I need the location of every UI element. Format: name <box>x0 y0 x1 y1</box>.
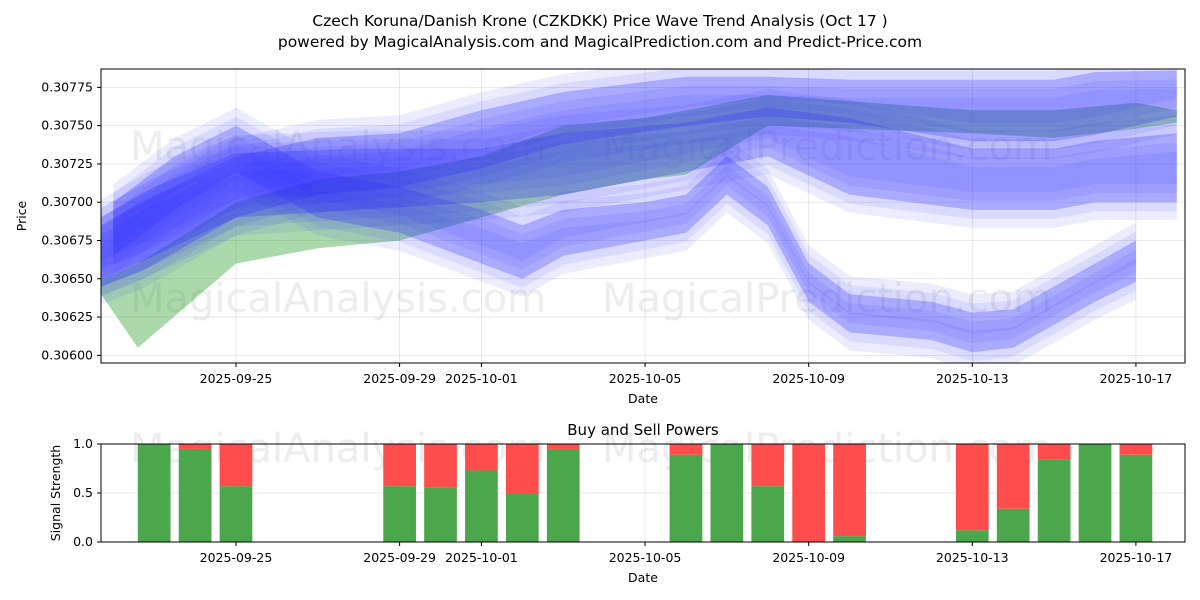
signal-x-tick-label: 2025-10-05 <box>609 550 682 565</box>
wave-band-2-ghost <box>101 89 1177 261</box>
price-x-tick-label: 2025-10-09 <box>772 371 845 386</box>
buy-bar-2025-09-23 <box>137 444 171 542</box>
price-y-tick-label: 0.30775 <box>41 79 93 94</box>
wave-band-1-ghost <box>101 69 1177 278</box>
watermark-prediction-top: MagicalPrediction.com <box>602 124 1052 170</box>
price-y-tick-label: 0.30625 <box>41 309 93 324</box>
price-y-tick-label: 0.30725 <box>41 156 93 171</box>
price-chart-frame <box>100 68 1186 364</box>
signal-bars <box>137 444 1153 542</box>
buy-bar-2025-10-10 <box>833 536 866 542</box>
buy-bar-2025-09-24 <box>178 448 212 542</box>
price-x-tick-label: 2025-09-29 <box>363 371 436 386</box>
buy-bar-2025-10-02 <box>505 493 539 542</box>
wave-band-3-ghost <box>113 116 1136 344</box>
wave-band-2 <box>101 107 1177 279</box>
price-x-tick-label: 2025-10-05 <box>609 371 682 386</box>
buy-bar-2025-10-13 <box>955 530 989 542</box>
sell-bar-2025-10-02 <box>505 444 539 493</box>
price-x-label: Date <box>628 391 658 406</box>
wave-band-3 <box>113 125 1136 353</box>
sell-bar-2025-10-13 <box>955 444 989 531</box>
signal-x-ticks: 2025-09-25 2025-09-29 2025-10-01 2025-10-05… <box>200 542 1173 565</box>
price-y-label: Price <box>14 200 29 231</box>
signal-chart-title: Buy and Sell Powers <box>567 421 719 439</box>
buy-bar-2025-10-07 <box>710 444 744 542</box>
buy-bar-2025-10-08 <box>751 486 785 542</box>
price-y-tick-label: 0.30750 <box>41 118 93 133</box>
price-y-tick-label: 0.30650 <box>41 271 93 286</box>
chart-title-line2: powered by MagicalAnalysis.com and Magic… <box>278 33 922 51</box>
signal-y-tick-label: 0.0 <box>73 534 93 549</box>
watermark-analysis-top: MagicalAnalysis.com <box>130 124 546 170</box>
sell-bar-2025-09-24 <box>178 444 212 449</box>
wave-band-3-ghost <box>113 134 1136 362</box>
watermark-analysis-bottom: MagicalAnalysis.com <box>130 276 546 322</box>
chart-title-line1: Czech Koruna/Danish Krone (CZKDKK) Price… <box>312 12 887 30</box>
trend-band-green <box>101 95 1177 348</box>
signal-y-tick-label: 0.5 <box>73 485 93 500</box>
sell-bar-2025-10-01 <box>465 444 498 471</box>
sell-bar-2025-10-08 <box>751 444 785 487</box>
sell-bar-2025-10-10 <box>833 444 866 537</box>
wave-band-1-ghost <box>101 69 1177 269</box>
sell-bar-2025-10-09 <box>792 444 826 542</box>
buy-bar-2025-10-01 <box>465 470 498 542</box>
signal-y-tick-label: 1.0 <box>73 436 93 451</box>
wave-band-2-ghost <box>101 116 1177 288</box>
sell-bar-2025-10-03 <box>546 444 580 449</box>
price-x-tick-label: 2025-10-17 <box>1100 371 1173 386</box>
buy-bar-2025-10-14 <box>996 508 1030 542</box>
signal-x-tick-label: 2025-10-01 <box>445 550 518 565</box>
signal-x-label: Date <box>628 570 658 585</box>
price-x-ticks: 2025-09-25 2025-09-29 2025-10-01 2025-10-05… <box>200 363 1173 386</box>
price-bands <box>101 69 1177 363</box>
sell-bar-2025-09-30 <box>424 444 457 488</box>
price-chart: MagicalAnalysis.com MagicalPrediction.co… <box>14 68 1186 406</box>
buy-bar-2025-10-15 <box>1037 459 1071 542</box>
signal-x-tick-label: 2025-09-25 <box>200 550 273 565</box>
sell-bar-2025-10-15 <box>1037 444 1071 460</box>
price-y-tick-label: 0.30700 <box>41 194 93 209</box>
wave-band-2-ghost <box>101 125 1177 297</box>
sell-bar-2025-10-14 <box>996 444 1030 509</box>
buy-bar-2025-10-16 <box>1078 444 1112 542</box>
signal-x-tick-label: 2025-10-13 <box>936 550 1009 565</box>
price-chart-grid <box>101 69 1185 363</box>
wave-band-1 <box>101 70 1177 287</box>
sell-bar-2025-09-25 <box>219 444 253 487</box>
buy-bar-2025-10-06 <box>669 454 703 542</box>
price-x-tick-label: 2025-09-25 <box>200 371 273 386</box>
buy-bar-2025-09-25 <box>219 486 253 542</box>
signal-x-tick-label: 2025-10-09 <box>772 550 845 565</box>
sell-bar-2025-10-06 <box>669 444 703 455</box>
price-x-tick-label: 2025-10-01 <box>445 371 518 386</box>
sell-bar-2025-09-29 <box>383 444 416 487</box>
wave-band-1-ghost <box>101 79 1177 296</box>
buy-bar-2025-10-17 <box>1119 454 1153 542</box>
signal-chart: Buy and Sell Powers MagicalAnalysis.com … <box>48 421 1186 585</box>
price-chart-watermarks: MagicalAnalysis.com MagicalPrediction.co… <box>130 124 1052 322</box>
price-y-tick-label: 0.30600 <box>41 347 93 362</box>
wave-band-2-ghost <box>101 98 1177 270</box>
signal-x-tick-label: 2025-10-17 <box>1100 550 1173 565</box>
buy-bar-2025-09-29 <box>383 486 416 542</box>
wave-band-3-ghost <box>113 107 1136 335</box>
buy-bar-2025-10-03 <box>546 448 580 542</box>
wave-band-1-ghost <box>101 88 1177 305</box>
price-x-tick-label: 2025-10-13 <box>936 371 1009 386</box>
signal-y-ticks: 0.0 0.5 1.0 <box>73 436 101 549</box>
buy-bar-2025-09-30 <box>424 487 457 542</box>
wave-band-3-ghost <box>113 143 1136 363</box>
watermark-prediction-bottom: MagicalPrediction.com <box>602 276 1052 322</box>
price-y-tick-label: 0.30675 <box>41 233 93 248</box>
sell-bar-2025-10-17 <box>1119 444 1153 455</box>
signal-x-tick-label: 2025-09-29 <box>363 550 436 565</box>
price-y-ticks: 0.30600 0.30625 0.30650 0.30675 0.30700 0.307… <box>41 79 101 362</box>
signal-y-label: Signal Strength <box>48 445 63 541</box>
